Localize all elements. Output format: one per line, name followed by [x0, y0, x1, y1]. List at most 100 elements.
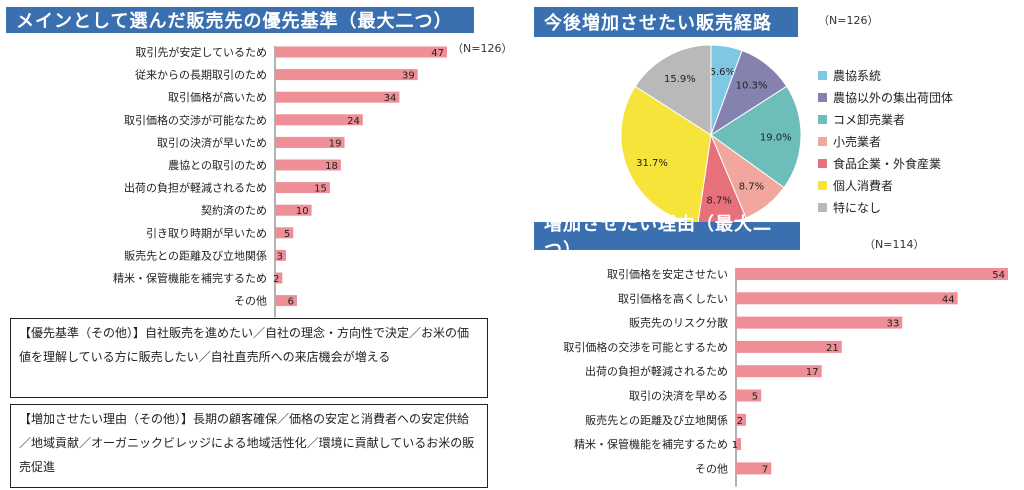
reason-bar-6 [736, 389, 762, 402]
reason-value-label: 7 [762, 464, 768, 475]
reason-bar-4 [736, 340, 842, 353]
legend-item: コメ卸売業者 [818, 108, 953, 130]
criteria-category-label: 契約済のため [201, 203, 267, 217]
reason-category-label: 取引価格を高くしたい [618, 291, 728, 305]
reason-chart-title: 増加させたい理由（最大二つ） [534, 214, 800, 261]
criteria-value-label: 5 [284, 229, 290, 240]
legend-item: 食品企業・外食産業 [818, 152, 953, 174]
legend-swatch [818, 136, 827, 146]
criteria-value-label: 24 [347, 116, 360, 127]
channel-chart-title: 今後増加させたい販売経路 [534, 7, 798, 37]
criteria-value-label: 18 [325, 161, 338, 172]
criteria-bar-7 [275, 182, 330, 194]
criteria-bar-6 [275, 159, 341, 171]
reason-value-label: 17 [806, 367, 819, 378]
reason-bar-7 [736, 413, 747, 426]
criteria-chart-title: メインとして選んだ販売先の優先基準（最大二つ） [6, 7, 474, 33]
reason-value-label: 54 [992, 270, 1005, 281]
reason-value-label: 1 [732, 440, 738, 451]
criteria-category-label: 出荷の負担が軽減されるため [124, 181, 267, 195]
legend-label: 農協以外の集出荷団体 [833, 90, 954, 105]
reason-value-label: 21 [826, 343, 839, 354]
criteria-bar-9 [275, 227, 294, 239]
legend-label: コメ卸売業者 [833, 112, 906, 127]
criteria-category-label: 農協との取引のため [168, 158, 267, 172]
reason-category-label: 販売先との距離及び立地関係 [585, 413, 728, 427]
criteria-category-label: 従来からの長期取引のため [135, 68, 267, 82]
criteria-value-label: 19 [329, 138, 342, 149]
legend-item: 特になし [818, 196, 953, 218]
criteria-category-label: 取引価格の交渉が可能なため [124, 113, 267, 127]
legend-swatch [818, 70, 827, 80]
legend-swatch [818, 92, 827, 102]
criteria-other-note: 【優先基準（その他）】自社販売を進めたい／自社の理念・方向性で決定／お米の価値を… [10, 318, 488, 398]
criteria-bar-1 [275, 46, 447, 58]
criteria-n-label: （N=126） [452, 42, 513, 55]
criteria-value-label: 34 [384, 93, 397, 104]
reason-category-label: 取引価格を安定させたい [607, 267, 728, 281]
criteria-value-label: 10 [296, 206, 309, 217]
legend-swatch [818, 114, 827, 124]
criteria-bar-12 [275, 295, 297, 307]
criteria-bar-5 [275, 136, 345, 148]
pie-legend: 農協系統農協以外の集出荷団体 コメ卸売業者 小売業者食品企業・外食産業個人消費者 特に… [818, 64, 953, 218]
reason-category-label: その他 [695, 462, 728, 475]
reason-value-label: 33 [886, 319, 899, 330]
criteria-bar-8 [275, 204, 312, 216]
legend-item: 農協以外の集出荷団体 [818, 86, 953, 108]
pie-slice-label: 8.7% [739, 182, 764, 193]
pie-slice-label: 19.0% [760, 133, 792, 144]
legend-label: 小売業者 [833, 134, 882, 149]
reason-n-label: （N=114） [864, 238, 925, 251]
criteria-value-label: 39 [402, 71, 415, 82]
pie-slice-7 [634, 44, 712, 136]
reason-category-label: 販売先のリスク分散 [629, 316, 728, 330]
criteria-bar-10 [275, 249, 286, 261]
criteria-category-label: その他 [234, 295, 267, 308]
reason-bar-9 [736, 462, 772, 475]
pie-slice-label: 15.9% [664, 74, 696, 85]
legend-item: 個人消費者 [818, 174, 953, 196]
legend-label: 食品企業・外食産業 [833, 156, 942, 171]
legend-label: 農協系統 [833, 68, 882, 83]
legend-swatch [818, 180, 827, 190]
reason-bar-2 [736, 292, 958, 305]
criteria-bar-3 [275, 91, 400, 103]
pie-slice-label: 8.7% [706, 195, 731, 206]
pie-slice-3 [710, 85, 802, 189]
pie-slice-label: 31.7% [636, 158, 668, 169]
legend-item: 小売業者 [818, 130, 953, 152]
legend-item: 農協系統 [818, 64, 953, 86]
criteria-value-label: 47 [431, 48, 444, 59]
reason-bar-1 [736, 268, 1008, 280]
reason-category-label: 取引価格の交渉を可能とするため [563, 340, 728, 354]
reason-bar-8 [736, 438, 742, 451]
criteria-bar-2 [275, 69, 418, 81]
reason-value-label: 2 [737, 416, 743, 427]
reason-category-label: 取引の決済を早める [629, 389, 728, 403]
criteria-value-label: 15 [314, 184, 327, 195]
reason-bar-5 [736, 365, 822, 378]
channel-n-label: （N=126） [818, 14, 879, 27]
reason-value-label: 44 [942, 294, 955, 305]
criteria-category-label: 引き取り時期が早いため [146, 226, 267, 240]
legend-swatch [818, 158, 827, 168]
criteria-bar-11 [275, 272, 283, 284]
reason-value-label: 5 [752, 392, 758, 403]
criteria-value-label: 2 [273, 274, 279, 285]
criteria-category-label: 販売先との距離及び立地関係 [124, 248, 267, 262]
criteria-value-label: 6 [288, 297, 294, 308]
criteria-category-label: 取引先が安定しているため [135, 45, 267, 59]
pie-slice-label: 10.3% [736, 80, 768, 91]
criteria-value-label: 3 [277, 251, 283, 262]
legend-swatch [818, 202, 827, 212]
reason-other-note: 【増加させたい理由（その他）】長期の顧客確保／価格の安定と消費者への安定供給／地… [10, 404, 488, 488]
reason-bar-3 [736, 316, 903, 329]
criteria-bar-4 [275, 114, 363, 126]
reason-category-label: 出荷の負担が軽減されるため [585, 364, 728, 378]
reason-category-label: 精米・保管機能を補完するため [574, 437, 728, 451]
criteria-category-label: 精米・保管機能を補完するため [113, 271, 267, 285]
criteria-category-label: 取引価格が高いため [168, 90, 267, 104]
criteria-category-label: 取引の決済が早いため [157, 135, 267, 149]
